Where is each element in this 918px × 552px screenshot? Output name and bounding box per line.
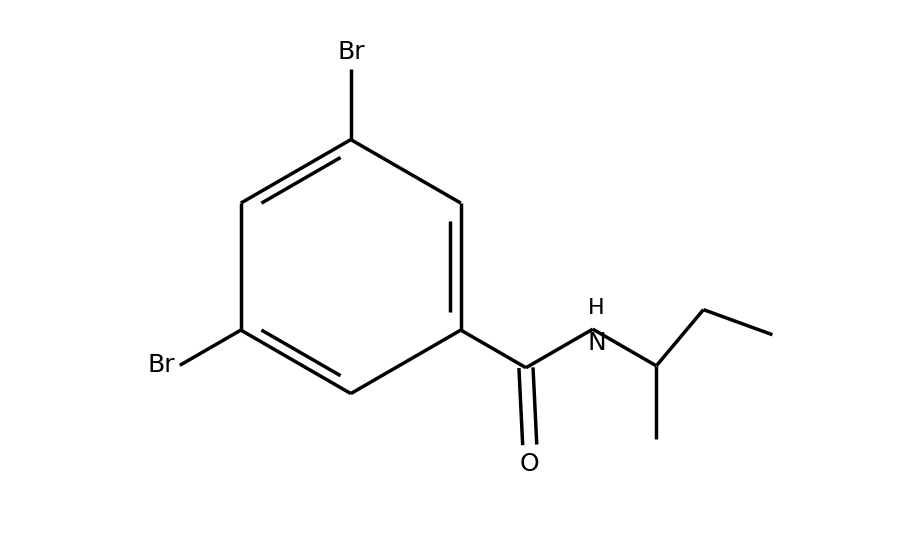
Text: Br: Br (337, 40, 364, 65)
Text: H: H (588, 298, 605, 318)
Text: O: O (520, 453, 540, 476)
Text: N: N (588, 331, 606, 355)
Text: Br: Br (148, 353, 175, 378)
